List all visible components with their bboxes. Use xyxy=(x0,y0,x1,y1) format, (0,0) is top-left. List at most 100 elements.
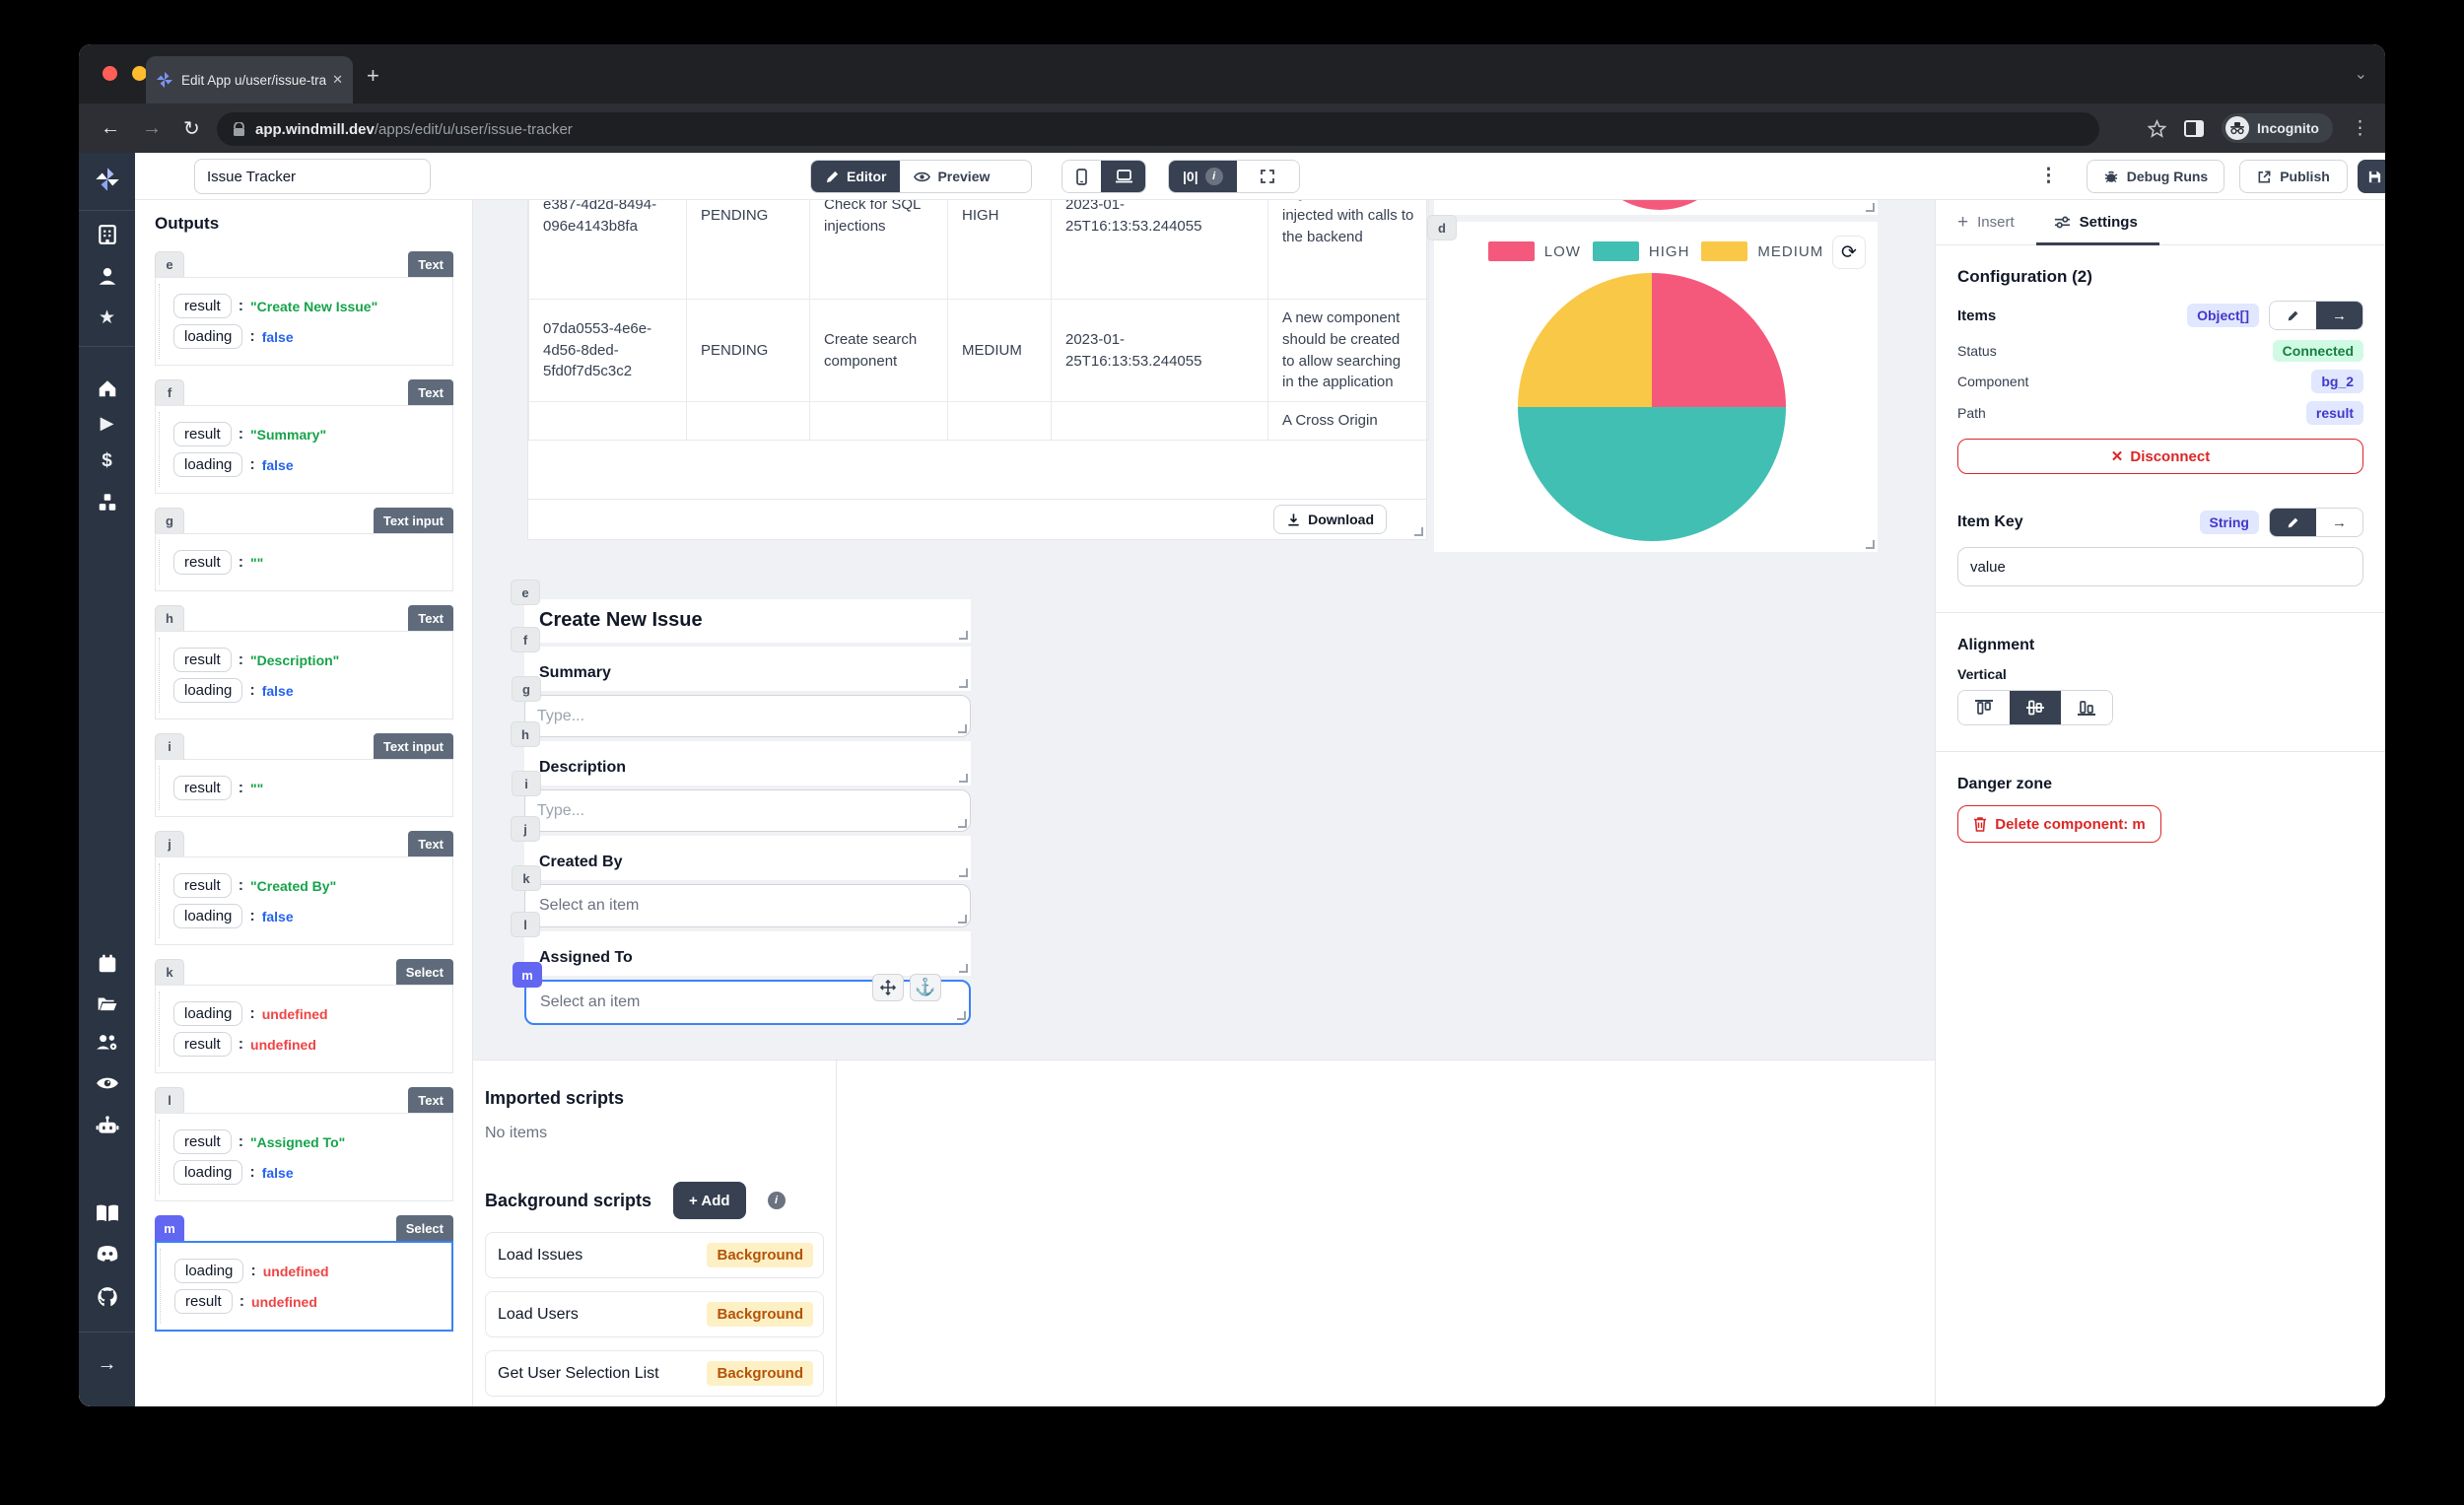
output-key-pill[interactable]: loading xyxy=(173,324,243,349)
resize-handle[interactable] xyxy=(958,724,967,733)
component-id-tab[interactable]: e xyxy=(511,580,540,605)
runs-play-icon[interactable]: ▶ xyxy=(100,413,114,433)
insert-tab[interactable]: + Insert xyxy=(1957,211,2015,233)
resize-handle[interactable] xyxy=(958,915,967,924)
connect-arrow-icon[interactable]: → xyxy=(2316,509,2362,536)
summary-input-component[interactable]: g Type... xyxy=(512,676,971,737)
component-id-tab[interactable]: j xyxy=(511,816,540,842)
reload-icon[interactable]: ↻ xyxy=(183,117,200,140)
component-id-tab[interactable]: i xyxy=(512,771,541,796)
close-window-button[interactable] xyxy=(103,66,117,81)
component-id-tab[interactable]: m xyxy=(155,1215,184,1241)
output-key-pill[interactable]: result xyxy=(173,776,232,800)
output-key-pill[interactable]: result xyxy=(173,648,232,672)
edit-pencil-icon[interactable] xyxy=(2270,302,2316,329)
component-id-tab[interactable]: h xyxy=(155,605,184,631)
fullscreen-icon[interactable] xyxy=(1236,161,1299,192)
component-id-tab[interactable]: f xyxy=(155,379,184,405)
discord-icon[interactable] xyxy=(79,1245,135,1263)
resize-handle[interactable] xyxy=(1866,540,1875,549)
more-menu-icon[interactable]: ⋮ xyxy=(2039,166,2058,186)
output-key-pill[interactable]: result xyxy=(173,294,232,318)
component-id-tab[interactable]: l xyxy=(511,912,540,937)
legend-item[interactable]: MEDIUM xyxy=(1701,241,1823,261)
component-id-tab[interactable]: e xyxy=(155,251,184,277)
schedules-calendar-icon[interactable] xyxy=(79,953,135,975)
background-script-item[interactable]: Get User Selection List Background xyxy=(485,1350,824,1397)
output-key-pill[interactable]: result xyxy=(173,550,232,575)
resize-handle[interactable] xyxy=(959,631,968,640)
description-label-component[interactable]: h Description xyxy=(511,721,971,786)
align-top-icon[interactable] xyxy=(1958,691,2010,724)
output-key-pill[interactable]: loading xyxy=(173,678,243,703)
output-key-pill[interactable]: loading xyxy=(173,452,243,477)
table-row[interactable]: A Cross Origin xyxy=(528,401,1429,441)
download-button[interactable]: Download xyxy=(1273,505,1387,534)
background-script-item[interactable]: Load Issues Background xyxy=(485,1232,824,1278)
resize-handle[interactable] xyxy=(1866,203,1875,212)
move-component-button[interactable] xyxy=(872,974,904,1001)
browser-menu-icon[interactable]: ⋮ xyxy=(2351,117,2369,139)
output-key-pill[interactable]: result xyxy=(173,422,232,446)
output-key-pill[interactable]: loading xyxy=(173,1160,243,1185)
resize-handle[interactable] xyxy=(959,774,968,783)
issues-table-component[interactable]: e387-4d2d-8494-096e4143b8fa PENDING Check … xyxy=(527,200,1429,540)
user-icon[interactable] xyxy=(79,265,135,287)
assigned-to-select-component[interactable]: m ⚓ Select an item xyxy=(513,962,971,1025)
refresh-chart-button[interactable]: ⟳ xyxy=(1832,236,1866,269)
resize-handle[interactable] xyxy=(959,868,968,877)
outputs-runtime-toggle[interactable]: |0| i xyxy=(1169,161,1237,192)
form-title-component[interactable]: e Create New Issue xyxy=(511,580,971,643)
workspace-icon[interactable] xyxy=(79,224,135,245)
audit-eye-icon[interactable] xyxy=(79,1073,135,1093)
connect-arrow-icon[interactable]: → xyxy=(2316,302,2362,329)
assigned-to-label-component[interactable]: l Assigned To xyxy=(511,912,971,976)
settings-tab[interactable]: Settings xyxy=(2054,214,2138,231)
table-row[interactable]: e387-4d2d-8494-096e4143b8fa PENDING Check … xyxy=(528,200,1429,300)
delete-component-button[interactable]: Delete component: m xyxy=(1957,805,2161,843)
component-id-tab[interactable]: g xyxy=(155,508,184,533)
minimize-window-button[interactable] xyxy=(132,66,147,81)
anchor-component-button[interactable]: ⚓ xyxy=(910,974,941,1001)
workers-robot-icon[interactable] xyxy=(79,1115,135,1136)
component-id-tab[interactable]: i xyxy=(155,733,184,759)
variables-dollar-icon[interactable]: $ xyxy=(102,450,112,471)
background-script-item[interactable]: Load Users Background xyxy=(485,1291,824,1337)
collapse-arrow-icon[interactable]: → xyxy=(97,1353,117,1375)
docs-book-icon[interactable] xyxy=(79,1203,135,1223)
preview-tab[interactable]: Preview xyxy=(900,161,1004,192)
resize-handle[interactable] xyxy=(959,679,968,688)
description-input-component[interactable]: i Type... xyxy=(512,771,971,832)
output-card[interactable]: g Text input result : "" xyxy=(155,508,453,591)
side-panel-icon[interactable] xyxy=(2184,119,2204,137)
output-key-pill[interactable]: result xyxy=(173,1129,232,1154)
created-by-select-component[interactable]: k Select an item xyxy=(512,865,971,927)
windmill-logo-icon[interactable] xyxy=(79,167,135,192)
disconnect-button[interactable]: ✕ Disconnect xyxy=(1957,439,2363,474)
browser-tab[interactable]: Edit App u/user/issue-tracker | ✕ xyxy=(146,56,353,103)
output-card[interactable]: m Select loading : undefi xyxy=(155,1215,453,1332)
created-by-label-component[interactable]: j Created By xyxy=(511,816,971,880)
component-id-tab-selected[interactable]: m xyxy=(513,962,542,988)
component-id-tab[interactable]: h xyxy=(511,721,540,747)
mobile-view-icon[interactable] xyxy=(1062,161,1101,192)
debug-runs-button[interactable]: Debug Runs xyxy=(2087,160,2224,193)
legend-item[interactable]: HIGH xyxy=(1592,241,1690,261)
home-icon[interactable] xyxy=(79,377,135,399)
app-canvas[interactable]: e387-4d2d-8494-096e4143b8fa PENDING Check … xyxy=(473,200,1935,1060)
tab-close-icon[interactable]: ✕ xyxy=(332,72,343,87)
bookmark-star-icon[interactable] xyxy=(2148,118,2166,138)
align-center-icon[interactable] xyxy=(2010,691,2061,724)
component-id-tab[interactable]: f xyxy=(511,627,540,652)
editor-tab[interactable]: Editor xyxy=(811,161,901,192)
output-key-pill[interactable]: loading xyxy=(173,1001,243,1026)
legend-item[interactable]: LOW xyxy=(1487,241,1581,261)
align-bottom-icon[interactable] xyxy=(2061,691,2112,724)
component-id-tab[interactable]: j xyxy=(155,831,184,856)
folders-icon[interactable] xyxy=(79,992,135,1014)
resize-handle[interactable] xyxy=(957,1011,966,1020)
output-card[interactable]: h Text result : "Descript xyxy=(155,605,453,719)
new-tab-button[interactable]: + xyxy=(367,63,379,88)
output-card[interactable]: l Text result : "Assigned xyxy=(155,1087,453,1201)
pie-chart-component[interactable]: d LOW xyxy=(1427,215,1878,552)
